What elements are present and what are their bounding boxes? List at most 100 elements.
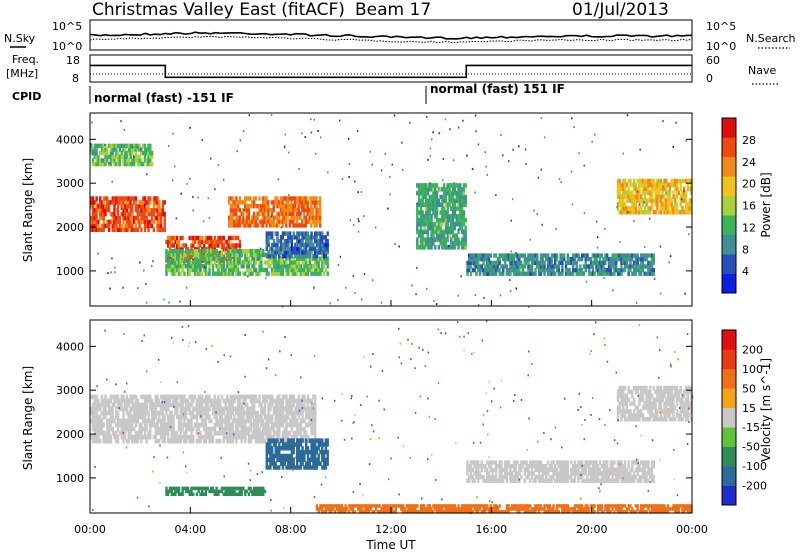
power-cell-6 (428, 237, 431, 242)
velocity-cell-0 (122, 418, 125, 424)
velocity-cell-3 (475, 467, 478, 472)
velocity-cell-3 (527, 471, 530, 476)
velocity-cell-0 (251, 422, 254, 428)
power-cell-1 (93, 162, 96, 167)
velocity-cell-0 (161, 410, 165, 416)
power-cell-6 (426, 190, 430, 196)
velocity-cell-3 (552, 475, 555, 480)
power-cell-0 (140, 211, 143, 217)
power-cell-6 (425, 190, 428, 196)
power-cell-5 (290, 242, 294, 248)
power-cell-6 (457, 229, 460, 235)
power-cell-6 (441, 198, 444, 204)
power-cell-7 (629, 260, 632, 265)
velocity-cell-0 (254, 426, 258, 432)
velocity-cell-0 (233, 414, 236, 420)
power-cell-4 (278, 267, 281, 273)
power-cell-6 (421, 194, 424, 200)
power-cell-6 (444, 218, 448, 223)
velocity-cell-3 (502, 475, 505, 480)
power-cell-5 (265, 254, 268, 259)
power-cell-4 (315, 260, 319, 265)
power-speckle (327, 171, 329, 174)
velocity-cell-0 (269, 434, 272, 440)
power-cell-3 (294, 223, 297, 228)
velocity-cell-3 (503, 475, 507, 480)
power-cell-4 (167, 260, 170, 265)
power-cell-7 (477, 268, 480, 273)
velocity-cell-3 (570, 460, 573, 465)
power-cell-7 (486, 253, 489, 258)
velocity-cell-3 (543, 464, 546, 469)
power-cell-4 (210, 252, 213, 258)
power-speckle (626, 114, 629, 117)
velocity-cell-0 (285, 398, 288, 404)
velocity-cell-1 (274, 446, 277, 451)
power-cell-0 (111, 227, 114, 232)
velocity-cell-0 (201, 414, 204, 420)
velocity-cell-3 (507, 460, 510, 465)
velocity-cell-0 (303, 426, 306, 432)
power-cell-3 (285, 223, 288, 228)
power-cell-3 (263, 196, 267, 201)
power-cell-5 (274, 246, 277, 251)
power-cell-7 (518, 257, 521, 262)
velocity-cell-0 (134, 410, 138, 416)
velocity-cell-1 (267, 449, 270, 455)
power-cell-6 (441, 245, 444, 250)
power-cell-6 (453, 183, 457, 188)
power-cell-7 (602, 271, 605, 276)
velocity-cell-0 (224, 434, 227, 440)
power-cell-8 (663, 198, 666, 203)
velocity-cell-1 (308, 449, 311, 455)
velocity-cell-0 (296, 418, 299, 424)
velocity-cell-1 (276, 457, 279, 462)
power-cell-7 (543, 271, 546, 276)
power-cell-6 (421, 245, 424, 250)
power-cell-2 (208, 243, 211, 248)
power-cell-1 (124, 143, 127, 148)
power-cell-6 (426, 237, 430, 242)
power-cell-6 (450, 218, 453, 223)
velocity-cell-0 (131, 406, 134, 412)
power-cell-3 (254, 196, 258, 201)
velocity-cell-3 (527, 475, 530, 480)
power-speckle (314, 152, 317, 155)
velocity-cell-0 (215, 414, 218, 420)
velocity-cell-3 (584, 464, 587, 469)
velocity-cell-0 (238, 434, 242, 440)
power-speckle (499, 294, 502, 297)
velocity-cell-1 (315, 465, 319, 470)
velocity-cell-3 (512, 464, 516, 469)
power-cell-8 (629, 194, 632, 199)
power-cell-3 (245, 215, 249, 220)
power-cell-6 (459, 198, 462, 204)
velocity-cell-0 (190, 414, 193, 420)
velocity-cell-2 (229, 492, 233, 496)
power-cell-7 (498, 260, 501, 265)
power-cell-0 (140, 219, 143, 225)
power-cell-6 (451, 190, 455, 196)
velocity-cell-0 (179, 406, 182, 412)
power-cell-4 (168, 264, 172, 269)
power-cell-6 (423, 221, 426, 227)
power-cell-4 (271, 267, 274, 273)
power-cell-8 (654, 182, 657, 188)
velocity-cell-0 (172, 418, 175, 424)
velocity-cell-1 (271, 461, 274, 466)
power-cell-8 (620, 206, 623, 211)
power-cell-8 (670, 178, 673, 184)
power-cell-4 (226, 260, 229, 265)
velocity-cell-2 (183, 486, 186, 491)
power-speckle (662, 185, 664, 188)
velocity-cell-3 (566, 467, 569, 472)
power-cell-7 (631, 253, 634, 258)
power-cell-0 (124, 211, 127, 217)
power-cell-5 (301, 231, 304, 236)
power-cell-8 (631, 202, 634, 207)
power-cell-4 (172, 264, 175, 269)
velocity-cell-0 (233, 394, 236, 400)
velocity-cell-0 (167, 414, 170, 420)
power-cell-7 (622, 257, 625, 262)
power-cell-7 (469, 253, 473, 258)
